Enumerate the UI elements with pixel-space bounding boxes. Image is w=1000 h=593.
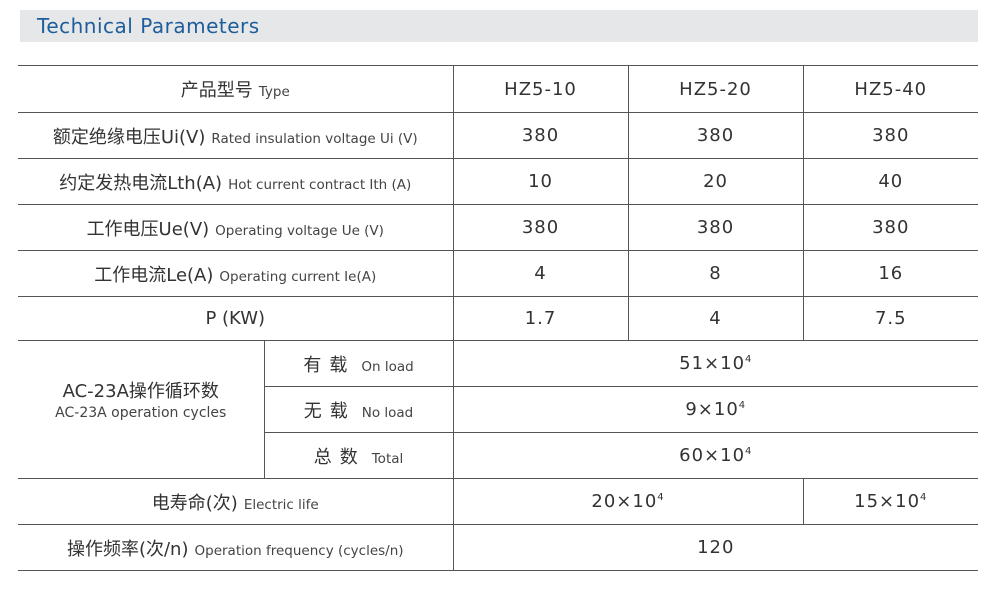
row-label: 约定发热电流Lth(A) Hot current contract Ith (A) bbox=[18, 158, 454, 205]
cell: 16 bbox=[802, 250, 979, 297]
model-header: HZ5-10 bbox=[452, 65, 629, 113]
cell: 380 bbox=[627, 112, 804, 159]
cell: 40 bbox=[802, 158, 979, 205]
model-header: HZ5-40 bbox=[802, 65, 979, 113]
cell: 380 bbox=[452, 112, 629, 159]
parameters-table: 产品型号 Type HZ5-10 HZ5-20 HZ5-40 额定绝缘电压Ui(V… bbox=[18, 65, 979, 571]
row-label: 额定绝缘电压Ui(V) Rated insulation voltage Ui (… bbox=[18, 112, 454, 159]
cell: 9×104 bbox=[452, 386, 979, 433]
cell: 380 bbox=[802, 204, 979, 251]
row-label: 电寿命(次) Electric life bbox=[18, 478, 454, 525]
cell: 7.5 bbox=[802, 296, 979, 341]
cell: 4 bbox=[627, 296, 804, 341]
row-label: 操作频率(次/n) Operation frequency (cycles/n) bbox=[18, 524, 454, 571]
table-row: 工作电流Le(A) Operating current Ie(A) 4 8 16 bbox=[18, 250, 979, 297]
cell: 10 bbox=[452, 158, 629, 205]
cell: 8 bbox=[627, 250, 804, 297]
table-row: 工作电压Ue(V) Operating voltage Ue (V) 380 38… bbox=[18, 204, 979, 251]
cell: 380 bbox=[802, 112, 979, 159]
type-label: 产品型号 Type bbox=[18, 65, 454, 113]
cell: 380 bbox=[452, 204, 629, 251]
cell: 1.7 bbox=[452, 296, 629, 341]
sub-label: 有载 On load bbox=[263, 340, 454, 387]
table-row: 操作频率(次/n) Operation frequency (cycles/n) … bbox=[18, 524, 979, 571]
cell: 380 bbox=[627, 204, 804, 251]
section-title: Technical Parameters bbox=[37, 14, 260, 38]
row-label: 工作电压Ue(V) Operating voltage Ue (V) bbox=[18, 204, 454, 251]
cell: 20×104 bbox=[452, 478, 804, 525]
cell: 120 bbox=[452, 524, 979, 571]
cell: 4 bbox=[452, 250, 629, 297]
table-header-row: 产品型号 Type HZ5-10 HZ5-20 HZ5-40 bbox=[18, 65, 979, 113]
table-row: AC-23A操作循环数 AC-23A operation cycles 有载 On … bbox=[18, 340, 979, 479]
table-row: 电寿命(次) Electric life 20×104 15×104 bbox=[18, 478, 979, 525]
cell: 60×104 bbox=[452, 432, 979, 479]
cell: 20 bbox=[627, 158, 804, 205]
row-label: 工作电流Le(A) Operating current Ie(A) bbox=[18, 250, 454, 297]
section-title-bar: Technical Parameters bbox=[20, 10, 978, 42]
sub-label: 无载 No load bbox=[263, 386, 454, 433]
table-row: 额定绝缘电压Ui(V) Rated insulation voltage Ui (… bbox=[18, 112, 979, 159]
cycles-label: AC-23A操作循环数 AC-23A operation cycles bbox=[18, 340, 264, 479]
sub-label: 总数 Total bbox=[263, 432, 454, 479]
table-row: 无载 No load 9×104 bbox=[18, 386, 979, 433]
table-row: P (KW) 1.7 4 7.5 bbox=[18, 296, 979, 341]
cell: 15×104 bbox=[802, 478, 979, 525]
cell: 51×104 bbox=[452, 340, 979, 387]
table-row: 约定发热电流Lth(A) Hot current contract Ith (A)… bbox=[18, 158, 979, 205]
row-label: P (KW) bbox=[18, 296, 454, 341]
model-header: HZ5-20 bbox=[627, 65, 804, 113]
